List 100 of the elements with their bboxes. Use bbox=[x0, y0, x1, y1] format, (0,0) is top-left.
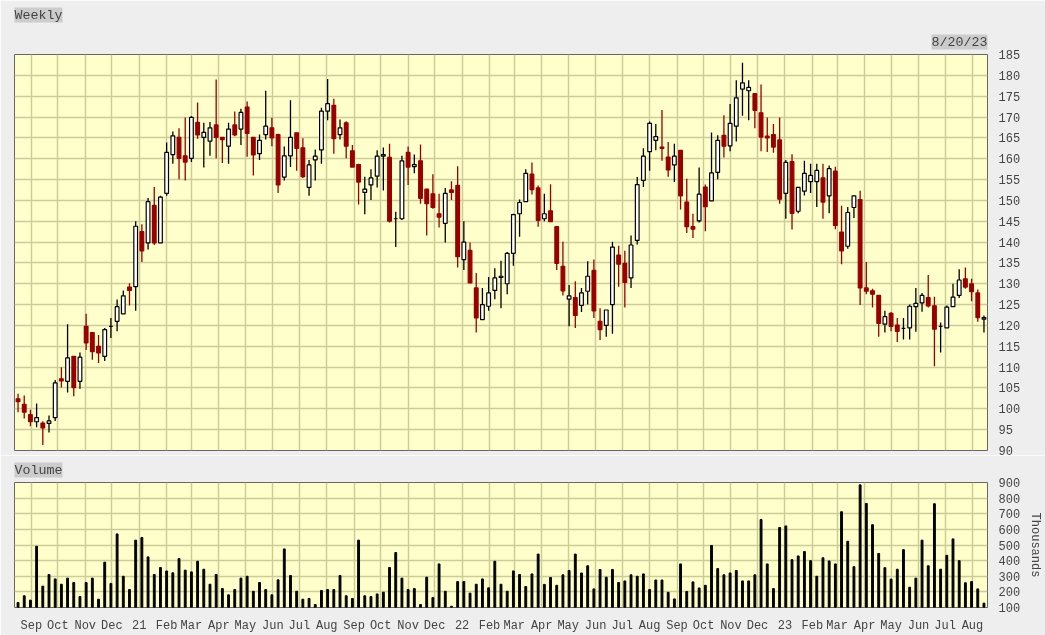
candlestick bbox=[665, 141, 671, 178]
x-tick-label: 21 bbox=[132, 618, 147, 633]
y-tick-label: 150 bbox=[998, 194, 1021, 209]
y-tick-label: 165 bbox=[998, 132, 1021, 147]
y-tick-label: 125 bbox=[998, 299, 1021, 314]
candlestick bbox=[15, 393, 21, 413]
candlestick bbox=[34, 402, 40, 428]
candlestick bbox=[139, 223, 145, 263]
y-tick-label: 90 bbox=[998, 445, 1013, 459]
candlestick bbox=[671, 143, 677, 183]
candlestick bbox=[690, 213, 696, 239]
candlestick bbox=[238, 108, 244, 146]
candlestick bbox=[436, 193, 442, 229]
y-tick-label: 600 bbox=[998, 523, 1021, 538]
x-tick-label: Dec bbox=[746, 618, 769, 633]
candlestick bbox=[411, 153, 417, 174]
x-tick-label: Feb bbox=[155, 618, 178, 633]
y-tick-label: 120 bbox=[998, 319, 1021, 334]
candlestick bbox=[461, 220, 467, 271]
candlestick bbox=[839, 205, 845, 265]
y-tick-label: 700 bbox=[998, 508, 1021, 523]
x-tick-label: Jun bbox=[261, 618, 284, 633]
y-tick-label: 110 bbox=[998, 361, 1021, 376]
candlestick bbox=[263, 90, 269, 141]
candlestick bbox=[362, 175, 368, 215]
x-tick-label: Nov bbox=[720, 618, 742, 633]
x-tick-label: Nov bbox=[74, 618, 97, 633]
x-tick-label: Sep bbox=[666, 618, 688, 633]
candlestick bbox=[956, 268, 962, 299]
candlestick bbox=[721, 114, 727, 159]
candlestick bbox=[127, 282, 132, 307]
y-tick-label: 130 bbox=[998, 278, 1021, 293]
candlestick bbox=[882, 310, 888, 334]
candlestick bbox=[195, 101, 201, 140]
x-tick-label: Nov bbox=[397, 618, 419, 633]
candlestick bbox=[232, 110, 238, 137]
candlestick bbox=[529, 161, 535, 196]
candlestick bbox=[257, 133, 262, 161]
y-tick-label: 145 bbox=[998, 215, 1021, 230]
x-tick-label: Apr bbox=[853, 618, 876, 633]
x-tick-label: Aug bbox=[315, 618, 338, 633]
y-tick-label: 100 bbox=[998, 602, 1021, 616]
y-tick-label: 170 bbox=[998, 111, 1021, 126]
candlestick bbox=[851, 195, 857, 219]
candlestick bbox=[337, 118, 343, 141]
x-tick-label: May bbox=[234, 618, 257, 633]
y-tick-label: 115 bbox=[998, 340, 1021, 355]
x-tick-label: Sep bbox=[20, 618, 43, 633]
x-tick-label: Jun bbox=[907, 618, 930, 633]
x-tick-label: Dec bbox=[423, 618, 446, 633]
x-tick-label: Aug bbox=[961, 618, 984, 633]
candlestick bbox=[517, 198, 523, 238]
y-tick-label: 135 bbox=[998, 257, 1021, 272]
y-tick-label: 500 bbox=[998, 539, 1021, 554]
candlestick bbox=[981, 314, 987, 334]
x-tick-label: Feb bbox=[478, 618, 501, 633]
y-tick-label: 200 bbox=[998, 586, 1021, 601]
y-axis-title: Thousands bbox=[1028, 512, 1043, 578]
y-tick-label: 105 bbox=[998, 382, 1021, 397]
x-tick-label: Jul bbox=[288, 618, 311, 633]
candlestick bbox=[659, 109, 665, 162]
x-tick-label: Jun bbox=[584, 618, 607, 633]
candlestick bbox=[226, 122, 232, 165]
candlestick bbox=[548, 183, 553, 223]
candlestick bbox=[579, 287, 584, 313]
candlestick bbox=[40, 420, 46, 446]
candlestick bbox=[919, 292, 925, 313]
candlestick bbox=[752, 93, 758, 129]
candlestick bbox=[58, 366, 64, 389]
candlestick bbox=[702, 183, 708, 232]
x-tick-label: Oct bbox=[692, 618, 715, 633]
candlestick bbox=[21, 394, 27, 420]
candlestick bbox=[541, 193, 547, 222]
candlestick bbox=[368, 168, 374, 201]
y-tick-label: 400 bbox=[998, 555, 1021, 570]
x-tick-label: 23 bbox=[777, 618, 793, 633]
candlestick bbox=[572, 280, 578, 329]
x-tick-label: 22 bbox=[454, 618, 470, 633]
x-tick-label: Sep bbox=[343, 618, 365, 633]
x-tick-label: Mar bbox=[826, 618, 848, 633]
y-tick-label: 900 bbox=[998, 477, 1021, 491]
candlestick bbox=[269, 117, 275, 147]
x-tick-label: Dec bbox=[101, 618, 123, 633]
x-tick-label: Feb bbox=[801, 618, 824, 633]
candlestick bbox=[343, 120, 349, 159]
x-tick-label: May bbox=[557, 618, 580, 633]
chart-title: Volume bbox=[14, 462, 63, 478]
x-tick-label: Aug bbox=[638, 618, 661, 633]
y-tick-label: 155 bbox=[998, 174, 1021, 189]
y-tick-label: 300 bbox=[998, 570, 1021, 585]
x-tick-label: May bbox=[880, 618, 902, 633]
y-tick-label: 180 bbox=[998, 69, 1021, 84]
candlestick bbox=[312, 148, 318, 182]
chart-title: Weekly bbox=[14, 7, 63, 23]
candlestick bbox=[603, 309, 609, 338]
y-tick-label: 100 bbox=[998, 403, 1021, 418]
x-tick-label: Mar bbox=[180, 618, 203, 633]
x-tick-label: Apr bbox=[530, 618, 553, 633]
candlestick bbox=[306, 159, 312, 197]
text: 8/20/23 bbox=[931, 34, 988, 50]
